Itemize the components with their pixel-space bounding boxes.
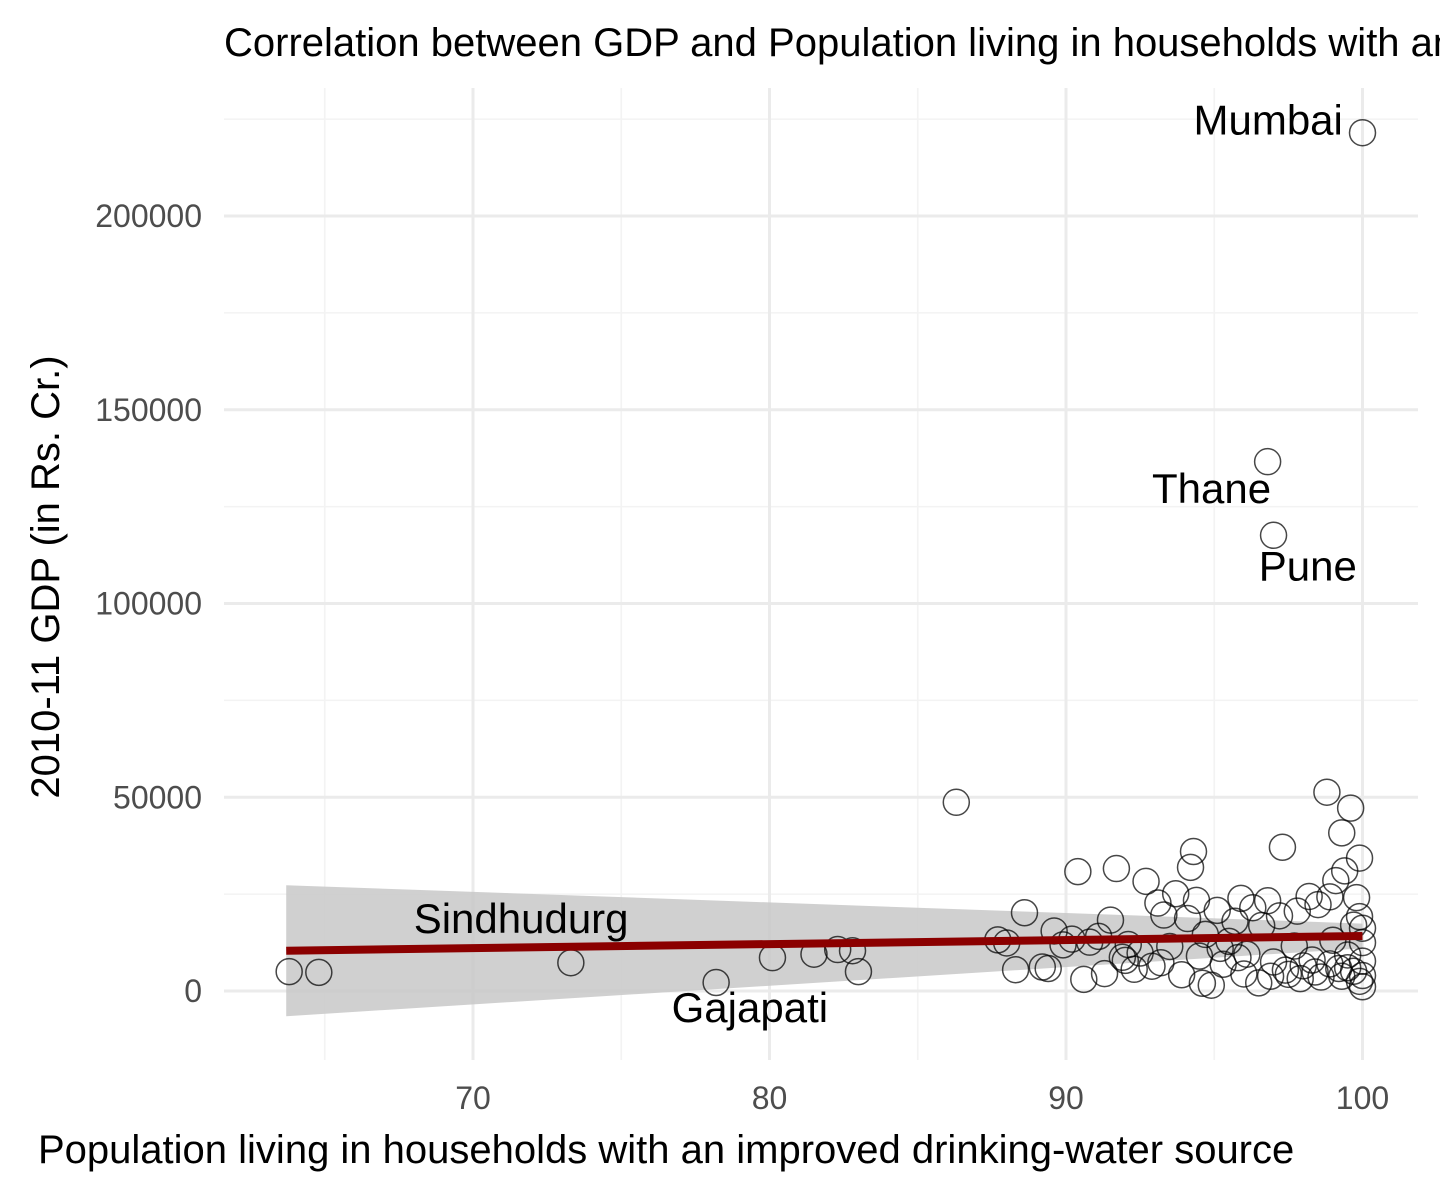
data-point [1348,914,1377,942]
x-tick-label: 80 [752,1080,788,1116]
data-point [1034,954,1062,983]
point-label: Thane [1152,465,1271,512]
data-point [1336,794,1365,822]
data-point [1096,906,1125,934]
data-point [1307,963,1335,991]
data-point [275,957,303,986]
data-points [275,118,1377,1001]
trend-line [286,931,1363,955]
y-axis-ticks: 0 50000 100000 150000 200000 [95,198,202,1009]
point-label: Sindhudurg [414,895,629,942]
data-point [1167,960,1196,989]
data-point [1230,960,1258,988]
data-point [1327,819,1356,847]
data-point [1090,959,1119,988]
data-point [1313,778,1341,806]
data-point [1108,943,1137,972]
data-point [1316,950,1344,978]
data-point [1224,943,1252,972]
y-tick-label: 50000 [113,779,202,815]
point-label: Gajapati [672,984,828,1031]
data-point [1150,901,1178,929]
data-point [1316,883,1344,911]
y-tick-label: 0 [184,973,202,1009]
y-tick-label: 200000 [95,198,202,234]
data-point [1197,971,1226,999]
data-point [1144,889,1172,917]
data-point [1345,844,1374,872]
data-point [1348,118,1377,147]
data-point [1227,884,1255,913]
data-point [1179,837,1208,866]
annotations: Mumbai Thane Pune Sindhudurg Gajapati [414,97,1357,1031]
data-point [1253,447,1282,476]
data-point [1333,954,1362,982]
data-point [1256,962,1285,991]
data-point [1274,960,1303,989]
data-point [1070,965,1098,994]
chart-title: Correlation between GDP and Population l… [224,21,1440,65]
data-point [1271,956,1300,984]
data-point [1102,854,1131,883]
x-tick-label: 90 [1048,1080,1084,1116]
data-point [1156,932,1184,961]
regression-line [286,931,1363,955]
x-axis-ticks: 70 80 90 100 [455,1080,1389,1116]
data-point [1176,853,1205,882]
y-axis-title: 2010-11 GDP (in Rs. Cr.) [24,355,68,798]
data-point [1132,867,1160,896]
data-point [1322,866,1350,895]
y-tick-label: 100000 [95,586,202,622]
x-axis-title: Population living in households with an … [38,1128,1294,1172]
data-point [942,788,971,817]
data-point [1253,886,1282,915]
data-point [1049,931,1077,959]
y-tick-label: 150000 [95,392,202,428]
data-point [1173,904,1202,933]
data-point [1188,969,1217,997]
data-point [1120,955,1148,984]
data-point [1342,883,1371,912]
data-point [305,958,333,987]
x-tick-label: 70 [455,1080,491,1116]
data-point [1161,879,1190,908]
data-point [1295,882,1323,911]
data-point [1265,902,1294,930]
data-point [1348,928,1377,957]
x-tick-label: 100 [1336,1080,1389,1116]
data-point [844,957,873,986]
data-point [1301,958,1329,986]
point-label: Pune [1259,542,1357,589]
point-label: Mumbai [1193,97,1342,144]
data-point [1203,896,1231,925]
data-point [1064,857,1092,886]
data-point [1001,955,1030,984]
data-point [1239,893,1267,922]
data-point [1010,898,1039,927]
data-point [1268,833,1297,861]
data-point [1283,897,1312,925]
data-point [823,935,852,964]
data-point [702,968,730,997]
data-point [1286,964,1314,993]
data-point [1111,946,1140,975]
data-point [1147,948,1175,977]
data-point [1259,521,1288,550]
data-point [838,936,867,965]
